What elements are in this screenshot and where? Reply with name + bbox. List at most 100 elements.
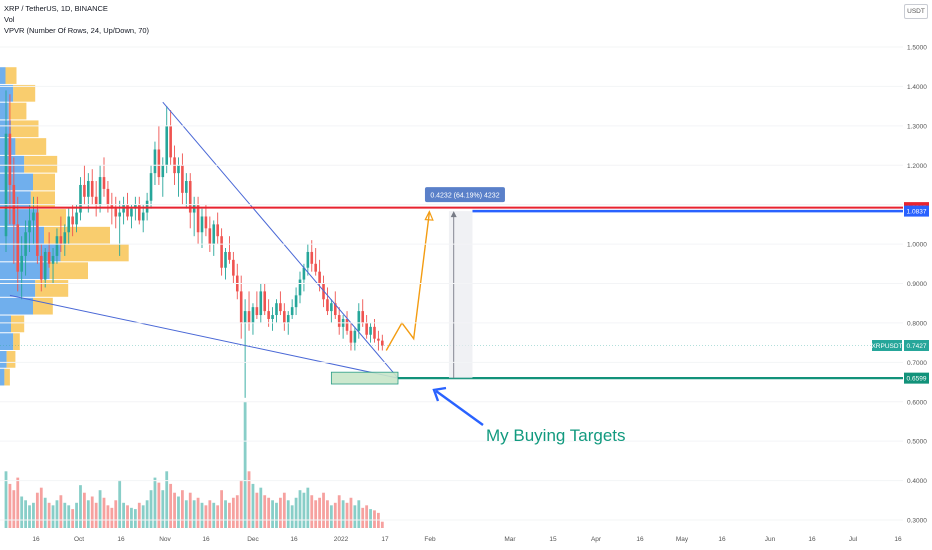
volume-bar [4,471,8,528]
price-tick-label: 0.8000 [907,320,927,327]
volume-profile-down [6,351,16,368]
volume-bar [353,505,357,528]
volume-bar [86,500,90,528]
volume-bar [145,500,149,528]
price-label-text: 1.0837 [907,209,927,216]
volume-bar [35,492,39,528]
candle-body [102,177,106,189]
volume-indicator-label[interactable]: Vol [4,15,15,24]
volume-bar [290,505,294,528]
volume-bar [298,490,302,528]
candle-body [200,216,204,233]
candle-body [212,224,216,245]
candle-body [224,251,227,268]
candle-body [243,311,247,323]
volume-bar [361,507,365,528]
volume-profile-down [49,262,88,280]
volume-profile-up [0,155,25,173]
volume-bar [126,505,129,528]
candle-body [220,236,223,268]
time-tick-label: 16 [117,536,125,543]
volume-profile-up [0,297,33,315]
volume-bar [181,490,184,528]
volume-bar [39,487,43,528]
volume-bar [318,497,321,528]
volume-bar [294,497,298,528]
candle-body [185,181,188,193]
price-tick-label: 0.4000 [907,478,927,485]
volume-bar [231,497,235,528]
volume-bar [267,497,271,528]
volume-profile-up [0,333,14,351]
time-tick-label: 16 [32,536,40,543]
volume-bar [98,490,102,528]
volume-bar [141,505,145,528]
volume-bar [204,505,208,528]
candle-body [181,165,184,193]
candle-body [79,184,82,213]
symbol-title[interactable]: XRP / TetherUS, 1D, BINANCE [4,4,108,13]
volume-bar [47,502,51,528]
volume-profile-down [13,333,20,351]
measure-arrowhead [450,211,457,218]
time-tick-label: Oct [74,536,84,543]
volume-bar [51,505,55,528]
candle-body [263,291,267,312]
candle-body [47,251,51,264]
candle-body [130,208,133,217]
volume-bar [196,497,200,528]
volume-bar [153,477,157,528]
candle-body [114,208,118,217]
candle-body [43,251,47,280]
candle-body [255,307,259,316]
time-tick-label: Mar [504,536,516,543]
candle-body [318,271,321,284]
volume-profile-up [0,315,11,333]
volume-bar [63,502,67,528]
candle-body [232,259,235,276]
volume-bar [373,510,376,528]
price-tick-label: 1.2000 [907,163,927,170]
volume-bar [329,505,333,528]
volume-bar [208,500,212,528]
volume-profile-up [0,351,7,368]
buy-zone [330,371,399,385]
candle-body [98,177,102,205]
volume-bar [118,480,122,528]
volume-bar [173,492,176,528]
volume-profile-up [0,173,33,191]
candle-body [330,303,333,312]
candle-body [228,251,231,260]
volume-bar [184,500,188,528]
volume-profile-up [0,67,6,84]
time-tick-label: 16 [290,536,298,543]
candle-body [177,165,180,174]
time-tick-label: Jun [765,536,776,543]
volume-profile-down [11,120,39,138]
volume-bar [67,505,71,528]
candle-body [247,311,251,323]
time-tick-label: Jul [849,536,858,543]
volume-bar [133,509,137,528]
volume-bar [188,492,192,528]
candle-body [337,315,341,327]
volume-bar [345,502,349,528]
volume-profile-up [0,368,5,386]
volume-bar [102,497,106,528]
time-tick-label: 16 [894,536,902,543]
volume-bar [130,507,133,528]
volume-bar [279,497,282,528]
candle-body [259,291,263,316]
vpvr-indicator-label[interactable]: VPVR (Number Of Rows, 24, Up/Down, 70) [4,26,150,35]
volume-bar [228,502,231,528]
time-tick-label: 16 [718,536,726,543]
candle-body [71,216,74,225]
currency-button[interactable]: USDT [904,4,928,19]
candle-body [314,263,317,272]
volume-profile-down [33,297,53,315]
time-tick-label: 16 [636,536,644,543]
volume-profile-up [0,102,9,120]
volume-bar [75,502,78,528]
volume-bar [28,505,31,528]
